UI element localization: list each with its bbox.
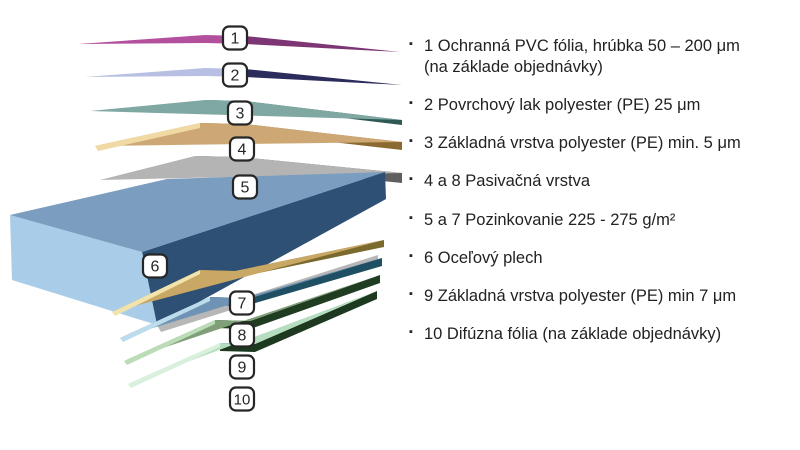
svg-text:6: 6 <box>151 259 160 276</box>
svg-text:7: 7 <box>238 296 247 313</box>
svg-text:2: 2 <box>231 68 240 85</box>
svg-text:4: 4 <box>238 142 247 159</box>
svg-text:9: 9 <box>238 360 247 377</box>
svg-text:5: 5 <box>241 180 250 197</box>
svg-text:10: 10 <box>234 392 251 409</box>
svg-text:3: 3 <box>236 106 245 123</box>
svg-text:8: 8 <box>238 328 247 345</box>
svg-text:1: 1 <box>231 31 240 48</box>
